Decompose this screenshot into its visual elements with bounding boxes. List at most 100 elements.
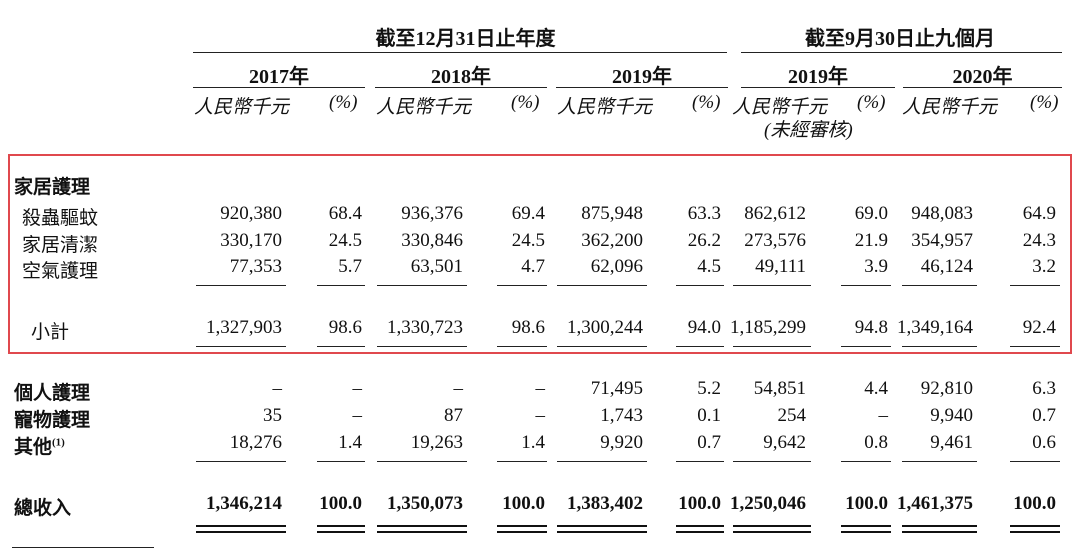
cell: 94.0 [687, 317, 721, 338]
year-2017: 2017年 [249, 66, 309, 88]
cell: 6.3 [1032, 378, 1056, 399]
subtotal-bottom-rule [902, 346, 977, 347]
cell: 0.6 [1032, 432, 1056, 453]
cell: 64.9 [1022, 203, 1056, 224]
cell: – [272, 378, 283, 399]
unit-pct: (%) [692, 92, 721, 113]
cell: 330,170 [220, 230, 282, 251]
row-label-personal-care: 個人護理 [14, 383, 91, 404]
year-2019: 2019年 [612, 66, 672, 88]
subtotal-rule [676, 285, 724, 286]
cell: – [453, 378, 464, 399]
unit-rmb: 人民幣千元 [732, 97, 828, 118]
cell: 77,353 [229, 256, 282, 277]
cell: 1,327,903 [206, 317, 282, 338]
cell: – [352, 378, 363, 399]
cell: 330,846 [401, 230, 463, 251]
subtotal-rule [841, 285, 891, 286]
cell: 862,612 [744, 203, 806, 224]
subtotal-bottom-rule [497, 346, 547, 347]
cell: 63,501 [410, 256, 463, 277]
cell: 71,495 [590, 378, 643, 399]
total-double-rule [902, 525, 977, 533]
cell: 19,263 [410, 432, 463, 453]
cell: 69.4 [511, 203, 545, 224]
cell: 100.0 [678, 493, 721, 514]
cell: 1,346,214 [206, 493, 282, 514]
row-label-subtotal: 小計 [31, 322, 70, 343]
subtotal-rule [196, 285, 286, 286]
cell: 1,383,402 [567, 493, 643, 514]
year-2020-nine-month: 2020年 [952, 66, 1013, 88]
cell: 1,300,244 [567, 317, 643, 338]
year-rule-2017 [193, 87, 365, 88]
cell: 3.2 [1032, 256, 1056, 277]
subtotal-bottom-rule [676, 346, 724, 347]
subtotal-rule [317, 285, 365, 286]
cell: 98.6 [511, 317, 545, 338]
total-rule [196, 461, 286, 462]
section-home-care: 家居護理 [14, 177, 91, 198]
cell: 87 [444, 405, 463, 426]
cell: 948,083 [911, 203, 973, 224]
cell: 0.7 [1032, 405, 1056, 426]
cell: 4.4 [864, 378, 888, 399]
subtotal-bottom-rule [557, 346, 647, 347]
cell: 26.2 [687, 230, 721, 251]
cell: 4.5 [697, 256, 721, 277]
unit-rmb: 人民幣千元 [902, 97, 998, 118]
cell: 49,111 [755, 256, 806, 277]
cell: – [878, 405, 889, 426]
cell: 875,948 [581, 203, 643, 224]
cell: 3.9 [864, 256, 888, 277]
cell: 24.3 [1022, 230, 1056, 251]
cell: 21.9 [854, 230, 888, 251]
subtotal-rule [377, 285, 467, 286]
unit-pct: (%) [511, 92, 540, 113]
total-double-rule [317, 525, 365, 533]
subtotal-bottom-rule [841, 346, 891, 347]
cell: 69.0 [854, 203, 888, 224]
total-double-rule [557, 525, 647, 533]
row-label-insect: 殺蟲驅蚊 [22, 208, 99, 229]
cell: 5.7 [338, 256, 362, 277]
subtotal-rule [1010, 285, 1060, 286]
cell: 68.4 [328, 203, 362, 224]
cell: 98.6 [328, 317, 362, 338]
unit-rmb: 人民幣千元 [557, 97, 653, 118]
cell: 362,200 [581, 230, 643, 251]
cell: 936,376 [401, 203, 463, 224]
header-nine-month-rule [741, 52, 1062, 53]
subtotal-bottom-rule [317, 346, 365, 347]
total-double-rule [497, 525, 547, 533]
total-double-rule [733, 525, 811, 533]
year-2018: 2018年 [431, 66, 491, 88]
subtotal-bottom-rule [196, 346, 286, 347]
cell: 1.4 [521, 432, 545, 453]
total-double-rule [841, 525, 891, 533]
cell: 24.5 [511, 230, 545, 251]
total-double-rule [676, 525, 724, 533]
total-rule [841, 461, 891, 462]
row-label-pet-care: 寵物護理 [14, 410, 91, 431]
cell: 92,810 [920, 378, 973, 399]
header-annual-rule [193, 52, 727, 53]
cell: 18,276 [229, 432, 282, 453]
year-2019-nine-month: 2019年 [788, 66, 848, 88]
cell: – [352, 405, 363, 426]
total-rule [1010, 461, 1060, 462]
total-rule [377, 461, 467, 462]
year-rule-2020 [903, 87, 1062, 88]
year-rule-2019-nine [741, 87, 895, 88]
cell: 1,350,073 [387, 493, 463, 514]
footnote-marker: (1) [52, 436, 65, 449]
cell: 54,851 [753, 378, 806, 399]
total-rule [317, 461, 365, 462]
total-double-rule [196, 525, 286, 533]
total-rule [497, 461, 547, 462]
cell: 100.0 [1013, 493, 1056, 514]
row-label-cleaning: 家居清潔 [22, 235, 99, 256]
cell: 100.0 [319, 493, 362, 514]
cell: 1.4 [338, 432, 362, 453]
cell: 24.5 [328, 230, 362, 251]
